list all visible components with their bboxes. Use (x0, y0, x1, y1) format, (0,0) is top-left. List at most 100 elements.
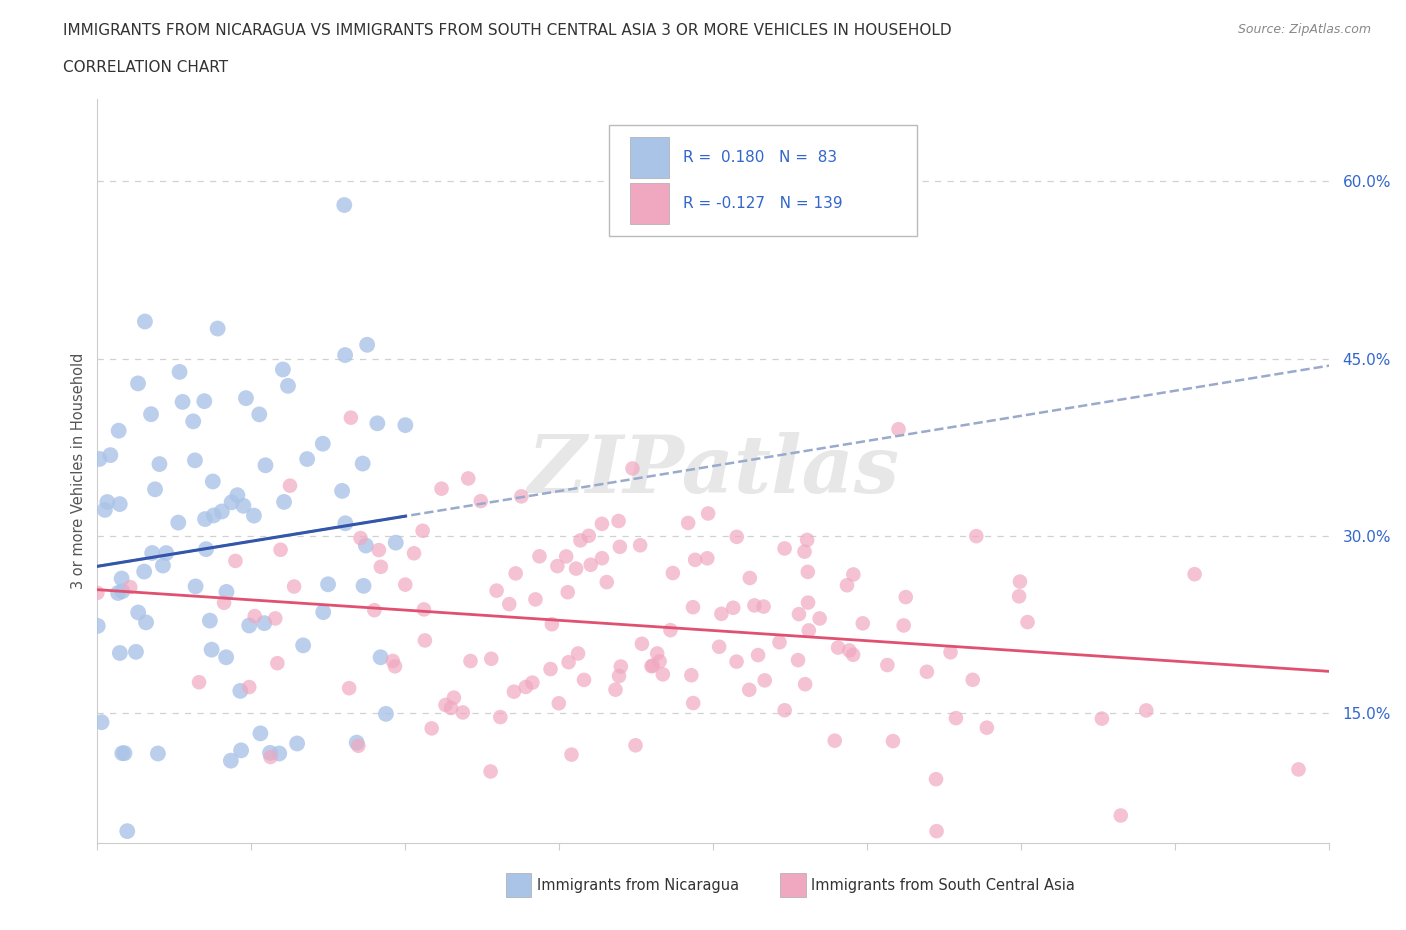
Point (648, 654, 671, 669)
Point (89, 451, 111, 466)
Point (591, 516, 613, 531)
Point (624, 737, 647, 752)
Point (529, 549, 551, 564)
Point (510, 489, 533, 504)
Point (337, 681, 360, 696)
Point (659, 623, 682, 638)
Point (434, 698, 457, 712)
Point (335, 516, 357, 531)
FancyBboxPatch shape (609, 125, 917, 236)
Point (253, 616, 276, 631)
Point (194, 512, 217, 526)
Point (384, 535, 406, 550)
Point (108, 497, 131, 512)
Point (330, 484, 353, 498)
Point (412, 524, 434, 538)
Point (460, 654, 482, 669)
Bar (630, 183, 669, 224)
Point (1008, 574, 1031, 589)
Point (560, 747, 582, 762)
Point (824, 733, 846, 748)
Point (515, 680, 537, 695)
Point (402, 546, 425, 561)
Point (155, 546, 177, 561)
Point (579, 557, 602, 572)
Point (107, 423, 129, 438)
Point (662, 565, 685, 580)
Point (489, 710, 512, 724)
Point (631, 636, 654, 651)
Bar (630, 138, 669, 179)
Point (202, 508, 225, 523)
Text: CORRELATION CHART: CORRELATION CHART (63, 60, 228, 75)
Point (565, 561, 588, 576)
Point (681, 668, 703, 683)
Point (219, 753, 242, 768)
Point (107, 586, 129, 601)
Point (87, 618, 110, 633)
Point (117, 824, 139, 839)
Point (610, 659, 633, 674)
Point (312, 436, 335, 451)
Point (271, 362, 294, 377)
Point (125, 644, 148, 659)
Point (111, 746, 134, 761)
Y-axis label: 3 or more Vehicles in Household: 3 or more Vehicles in Household (72, 352, 86, 589)
Point (169, 365, 191, 379)
Point (232, 498, 254, 513)
Point (609, 539, 631, 554)
Point (939, 644, 962, 659)
Point (184, 579, 207, 594)
Point (292, 638, 315, 653)
Point (413, 633, 436, 648)
Point (893, 618, 915, 633)
Point (270, 542, 292, 557)
Point (605, 683, 627, 698)
Point (1091, 711, 1114, 726)
Point (682, 600, 704, 615)
Point (498, 597, 520, 612)
Point (277, 379, 299, 393)
Point (738, 570, 761, 585)
Point (295, 452, 318, 467)
Point (835, 578, 858, 592)
Point (567, 646, 589, 661)
Text: ZIPatlas: ZIPatlas (527, 432, 900, 510)
Point (887, 422, 910, 437)
Point (797, 595, 820, 610)
Point (555, 549, 578, 564)
Point (312, 604, 335, 619)
Point (269, 746, 291, 761)
Point (283, 579, 305, 594)
Point (725, 529, 748, 544)
Point (797, 565, 820, 579)
Point (1008, 589, 1031, 604)
Point (340, 410, 363, 425)
Point (143, 482, 166, 497)
Point (773, 703, 796, 718)
Point (374, 707, 396, 722)
Point (215, 584, 238, 599)
Point (572, 672, 595, 687)
Point (794, 677, 817, 692)
Point (1017, 615, 1039, 630)
Point (651, 667, 673, 682)
Point (193, 393, 215, 408)
Point (721, 601, 744, 616)
Point (546, 559, 568, 574)
Point (1288, 762, 1310, 777)
Point (198, 613, 221, 628)
Point (976, 720, 998, 735)
Point (238, 680, 260, 695)
Point (111, 584, 134, 599)
Point (259, 746, 281, 761)
Point (838, 643, 860, 658)
Point (264, 611, 287, 626)
Point (768, 635, 790, 650)
Point (243, 608, 266, 623)
Point (215, 650, 238, 665)
Point (697, 506, 720, 521)
Text: Immigrants from Nicaragua: Immigrants from Nicaragua (537, 878, 740, 893)
Point (333, 348, 356, 363)
Point (797, 623, 820, 638)
